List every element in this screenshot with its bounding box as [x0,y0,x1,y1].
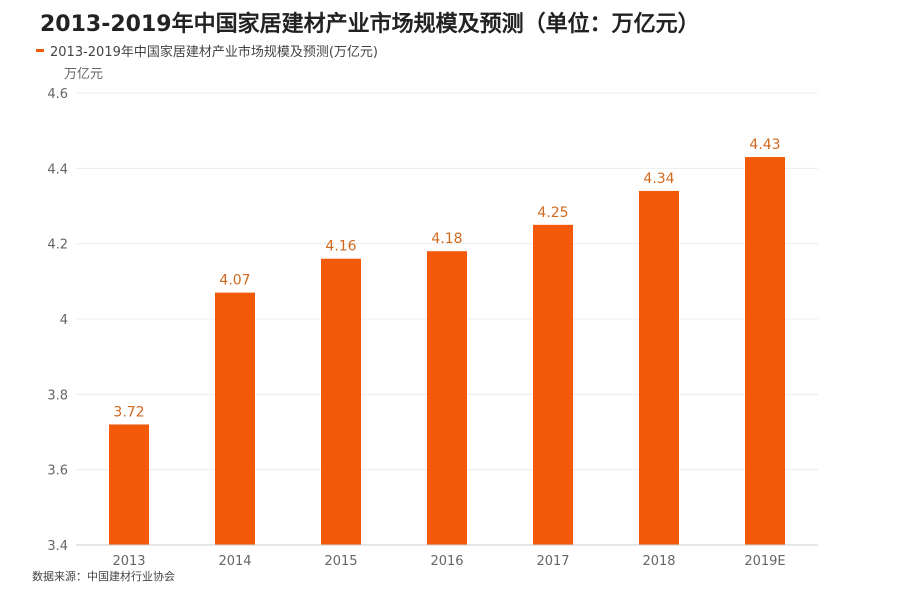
x-tick-label: 2017 [536,554,569,569]
bar-value-label: 4.18 [431,231,462,247]
bar-value-label: 4.16 [325,239,356,255]
x-tick-label: 2019E [744,554,785,569]
x-tick-label: 2018 [642,554,675,569]
x-tick-label: 2013 [112,554,145,569]
bar-value-label: 4.43 [749,137,780,153]
y-tick-label: 4.2 [47,238,68,253]
y-tick-label: 3.6 [47,464,68,479]
bar-value-label: 3.72 [113,404,144,420]
chart-title: 2013-2019年中国家居建材产业市场规模及预测（单位：万亿元） [40,12,700,37]
bar [109,424,149,545]
x-tick-label: 2015 [324,554,357,569]
y-tick-label: 3.8 [47,388,68,403]
axes: 3.4 3.6 3.8 4 4.2 4.4 4.6 万亿元 2013 2014 2015 2016 20… [47,67,818,569]
y-tick-label: 3.4 [47,539,68,554]
x-tick-label: 2014 [218,554,251,569]
bar [215,292,255,545]
legend: 2013-2019年中国家居建材产业市场规模及预测(万亿元) [36,41,378,60]
y-axis-label: 万亿元 [64,67,103,82]
legend-label: 2013-2019年中国家居建材产业市场规模及预测(万亿元) [50,45,379,60]
bar [639,190,679,545]
y-tick-label: 4 [60,313,68,328]
x-tick-label: 2016 [430,554,463,569]
bar [321,258,361,545]
bar-value-label: 4.07 [219,273,250,289]
bar-value-label: 4.34 [643,171,674,187]
legend-swatch [36,49,44,52]
y-tick-label: 4.4 [47,162,68,177]
y-tick-label: 4.6 [47,87,68,102]
bars: 3.72 4.07 4.16 4.18 4.25 4.34 4.43 [109,137,785,546]
bar [745,157,785,546]
data-source-note: 数据来源：中国建材行业协会 [32,570,175,583]
bar [533,224,573,546]
bar [427,251,467,545]
bar-value-label: 4.25 [537,205,568,221]
